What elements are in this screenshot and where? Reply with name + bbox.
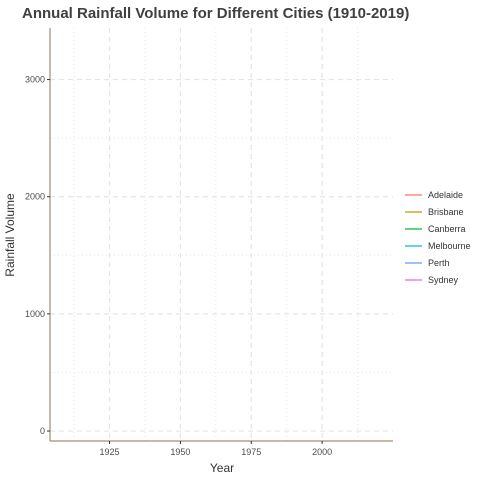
legend-label: Perth	[428, 258, 450, 268]
x-tick-label: 1950	[170, 447, 190, 457]
legend-label: Melbourne	[428, 241, 471, 251]
legend-label: Sydney	[428, 275, 459, 285]
x-tick-label: 1975	[241, 447, 261, 457]
y-tick-label: 3000	[25, 75, 45, 85]
axes	[49, 28, 393, 442]
y-axis-label: Rainfall Volume	[3, 193, 17, 277]
x-tick-label: 1925	[100, 447, 120, 457]
tick-labels: 1925 1950 1975 2000 0 1000 2000 3000	[25, 75, 332, 457]
y-tick-label: 0	[40, 426, 45, 436]
legend-item-perth: Perth	[405, 258, 450, 268]
legend-item-brisbane: Brisbane	[405, 207, 464, 217]
y-tick-label: 2000	[25, 192, 45, 202]
chart-title: Annual Rainfall Volume for Different Cit…	[22, 5, 409, 22]
grid	[50, 28, 393, 441]
legend-label: Adelaide	[428, 190, 463, 200]
legend-label: Canberra	[428, 224, 466, 234]
legend-item-melbourne: Melbourne	[405, 241, 471, 251]
legend-item-adelaide: Adelaide	[405, 190, 463, 200]
legend-label: Brisbane	[428, 207, 464, 217]
legend-item-sydney: Sydney	[405, 275, 459, 285]
x-tick-label: 2000	[312, 447, 332, 457]
y-tick-label: 1000	[25, 309, 45, 319]
legend-item-canberra: Canberra	[405, 224, 466, 234]
x-axis-label: Year	[210, 461, 234, 475]
legend: Adelaide Brisbane Canberra Melbourne Perth Sy…	[405, 190, 471, 285]
